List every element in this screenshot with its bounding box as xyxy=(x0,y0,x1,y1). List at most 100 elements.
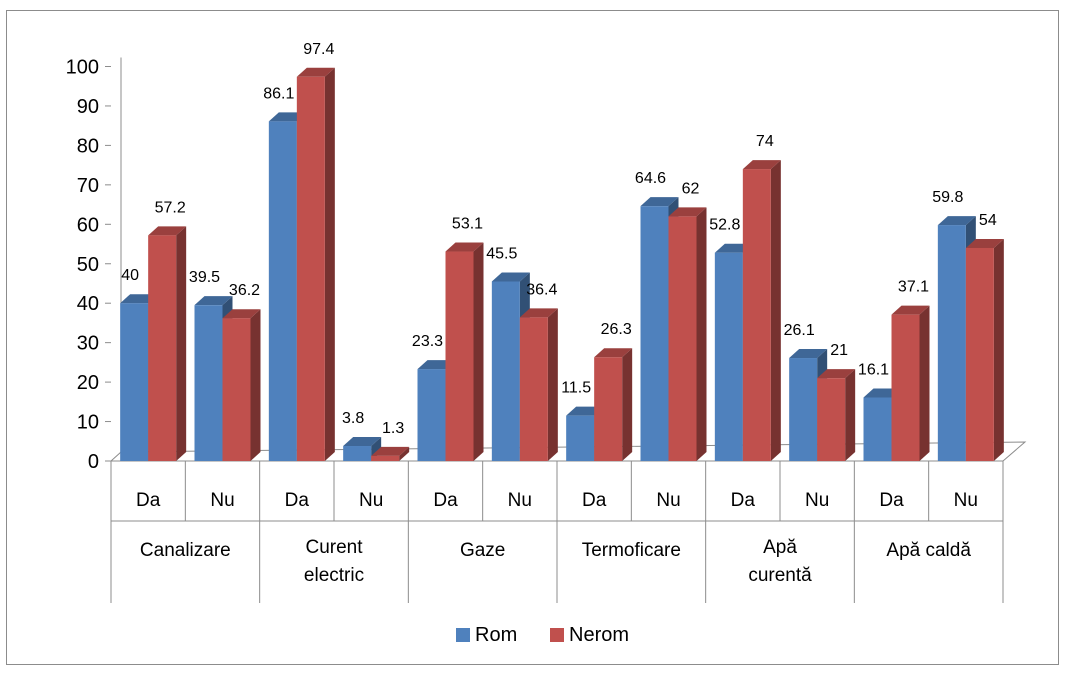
bar-top xyxy=(817,369,856,379)
bar-side xyxy=(696,207,707,461)
bar-front xyxy=(789,358,818,461)
y-tick-label: 80 xyxy=(77,135,99,157)
bar-side xyxy=(250,309,261,461)
bar-top xyxy=(491,272,530,282)
bar-nerom-7 xyxy=(668,207,707,461)
y-tick-label: 30 xyxy=(77,333,99,355)
y-tick-label: 100 xyxy=(66,57,99,79)
bar-nerom-8 xyxy=(742,160,781,461)
category-label: Apă caldă xyxy=(886,540,971,561)
category-label: Termoficare xyxy=(582,540,681,561)
bar-side xyxy=(993,238,1004,461)
data-label: 23.3 xyxy=(412,333,443,350)
bar-top xyxy=(937,216,976,226)
bar-side xyxy=(845,369,856,461)
category-label: Apă xyxy=(763,537,797,558)
bar-top xyxy=(519,308,558,318)
bar-front xyxy=(937,225,966,461)
bar-front xyxy=(194,305,223,461)
subcategory-label: Da xyxy=(285,490,310,511)
data-label: 97.4 xyxy=(303,41,334,58)
bar-nerom-6 xyxy=(594,348,633,461)
data-label: 36.4 xyxy=(526,281,557,298)
category-label: electric xyxy=(304,565,364,586)
bar-side xyxy=(547,308,558,461)
y-tick-label: 20 xyxy=(77,372,99,394)
chart-frame: 0 10 20 30 40 50 60 70 80 90 100 40 57.2 Da 39.5 36.2 N… xyxy=(6,10,1059,665)
bar-side xyxy=(770,160,781,461)
category-label: Gaze xyxy=(460,540,505,561)
bar-front xyxy=(445,251,474,461)
bar-top xyxy=(296,67,335,77)
data-label: 26.1 xyxy=(784,322,815,339)
data-label: 74 xyxy=(756,133,774,150)
subcategory-label: Nu xyxy=(508,490,532,511)
bar-front xyxy=(148,235,177,461)
legend-label-nerom: Nerom xyxy=(569,624,629,646)
bar-top xyxy=(891,305,930,315)
bar-top xyxy=(343,437,382,447)
bar-front xyxy=(594,357,623,461)
bar-top xyxy=(965,238,1004,248)
bar-side xyxy=(176,226,187,461)
legend-swatch-nerom xyxy=(550,628,564,642)
bar-nerom-1 xyxy=(222,309,261,461)
data-label: 36.2 xyxy=(229,282,260,299)
bar-top xyxy=(222,309,261,319)
y-tick-label: 0 xyxy=(88,451,99,473)
bar-front xyxy=(417,369,446,461)
legend-label-rom: Rom xyxy=(475,624,517,646)
bar-side xyxy=(324,67,335,461)
subcategory-label: Da xyxy=(731,490,756,511)
bar-front xyxy=(120,303,149,461)
subcategory-label: Da xyxy=(582,490,607,511)
subcategory-label: Da xyxy=(136,490,161,511)
bar-top xyxy=(668,207,707,217)
category-label: Canalizare xyxy=(140,540,231,561)
bar-side xyxy=(919,305,930,461)
bar-nerom-5 xyxy=(519,308,558,461)
data-label: 3.8 xyxy=(342,410,364,427)
data-label: 52.8 xyxy=(709,217,740,234)
data-label: 40 xyxy=(121,267,139,284)
bar-front xyxy=(371,455,400,461)
bar-front xyxy=(742,169,771,461)
subcategory-label: Nu xyxy=(805,490,829,511)
bar-front xyxy=(343,446,372,461)
data-label: 57.2 xyxy=(155,199,186,216)
data-label: 11.5 xyxy=(561,380,591,397)
bar-top xyxy=(789,349,828,359)
bar-front xyxy=(817,378,846,461)
subcategory-label: Nu xyxy=(954,490,978,511)
bar-top xyxy=(371,446,410,456)
data-label: 21 xyxy=(830,342,848,359)
data-label: 59.8 xyxy=(932,189,963,206)
bar-front xyxy=(491,281,520,461)
subcategory-label: Da xyxy=(879,490,904,511)
subcategory-label: Da xyxy=(433,490,458,511)
data-label: 45.5 xyxy=(486,246,517,263)
y-tick-label: 60 xyxy=(77,214,99,236)
legend-swatch-rom xyxy=(456,628,470,642)
bar-chart: 0 10 20 30 40 50 60 70 80 90 100 40 57.2 Da 39.5 36.2 N… xyxy=(66,41,1027,646)
bar-side xyxy=(622,348,633,461)
bar-front xyxy=(714,252,743,461)
data-label: 16.1 xyxy=(858,361,889,378)
bar-front xyxy=(965,247,994,461)
bar-nerom-2 xyxy=(296,67,335,461)
data-label: 26.3 xyxy=(601,321,632,338)
bar-front xyxy=(222,318,251,461)
bar-top xyxy=(594,348,633,358)
y-tick-label: 40 xyxy=(77,293,99,315)
bar-nerom-11 xyxy=(965,238,1004,461)
bar-nerom-9 xyxy=(817,369,856,461)
subcategory-label: Nu xyxy=(656,490,680,511)
bar-top xyxy=(194,296,233,306)
bar-front xyxy=(891,314,920,461)
data-label: 54 xyxy=(979,212,997,229)
y-tick-label: 10 xyxy=(77,412,99,434)
bar-front xyxy=(640,206,669,461)
data-label: 1.3 xyxy=(382,420,404,437)
bar-top xyxy=(148,226,187,236)
subcategory-label: Nu xyxy=(210,490,234,511)
